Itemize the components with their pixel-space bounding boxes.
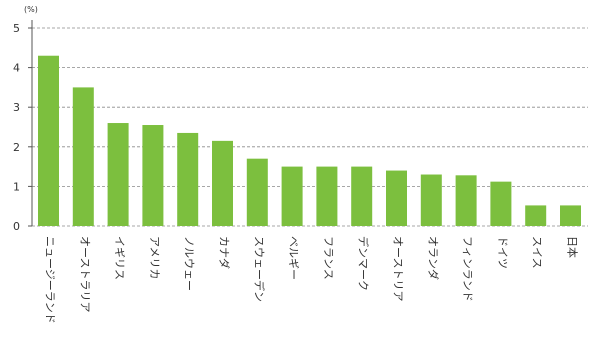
category-label: ドイツ — [496, 236, 509, 269]
bars — [38, 55, 581, 227]
y-axis-unit-label: (%) — [24, 5, 38, 14]
bar — [351, 166, 373, 226]
bar — [490, 181, 512, 226]
y-tick-label: 1 — [13, 180, 20, 193]
bar — [212, 140, 233, 226]
y-tick-label: 4 — [13, 62, 20, 75]
bar — [38, 55, 59, 226]
category-label: オランダ — [426, 236, 440, 280]
category-label: イギリス — [113, 236, 126, 280]
category-label: オーストリア — [392, 236, 405, 301]
bar — [177, 132, 199, 226]
category-label: フランス — [322, 236, 335, 280]
bar — [72, 87, 94, 227]
y-tick-labels: 0 1 2 3 4 5 — [13, 22, 32, 233]
y-tick-label: 5 — [13, 22, 20, 35]
y-tick-label: 0 — [13, 220, 20, 233]
category-label: デンマーク — [357, 236, 371, 291]
category-label: 日本 — [566, 236, 580, 258]
bar — [316, 166, 338, 226]
category-label: スウェーデン — [252, 236, 266, 302]
category-label: フィンランド — [461, 236, 474, 302]
bar — [107, 123, 129, 226]
y-tick-label: 2 — [13, 141, 20, 154]
bar — [142, 125, 164, 226]
category-label: オーストラリア — [78, 236, 91, 312]
category-labels: ニュージーランド オーストラリア イギリス アメリカ ノルウェー カナダ スウェーデン ベルギ… — [44, 236, 580, 324]
bar — [420, 174, 442, 226]
bar — [525, 205, 547, 226]
bar — [455, 175, 477, 226]
category-label: スイス — [531, 236, 544, 269]
bar — [281, 166, 303, 226]
bar — [246, 158, 268, 226]
category-label: ベルギー — [287, 236, 300, 280]
category-label: アメリカ — [148, 236, 161, 279]
bar — [560, 205, 581, 226]
category-label: ノルウェー — [183, 236, 196, 291]
category-label: ニュージーランド — [44, 236, 57, 324]
bar — [386, 170, 407, 226]
y-tick-label: 3 — [13, 101, 20, 114]
category-label: カナダ — [218, 236, 232, 269]
